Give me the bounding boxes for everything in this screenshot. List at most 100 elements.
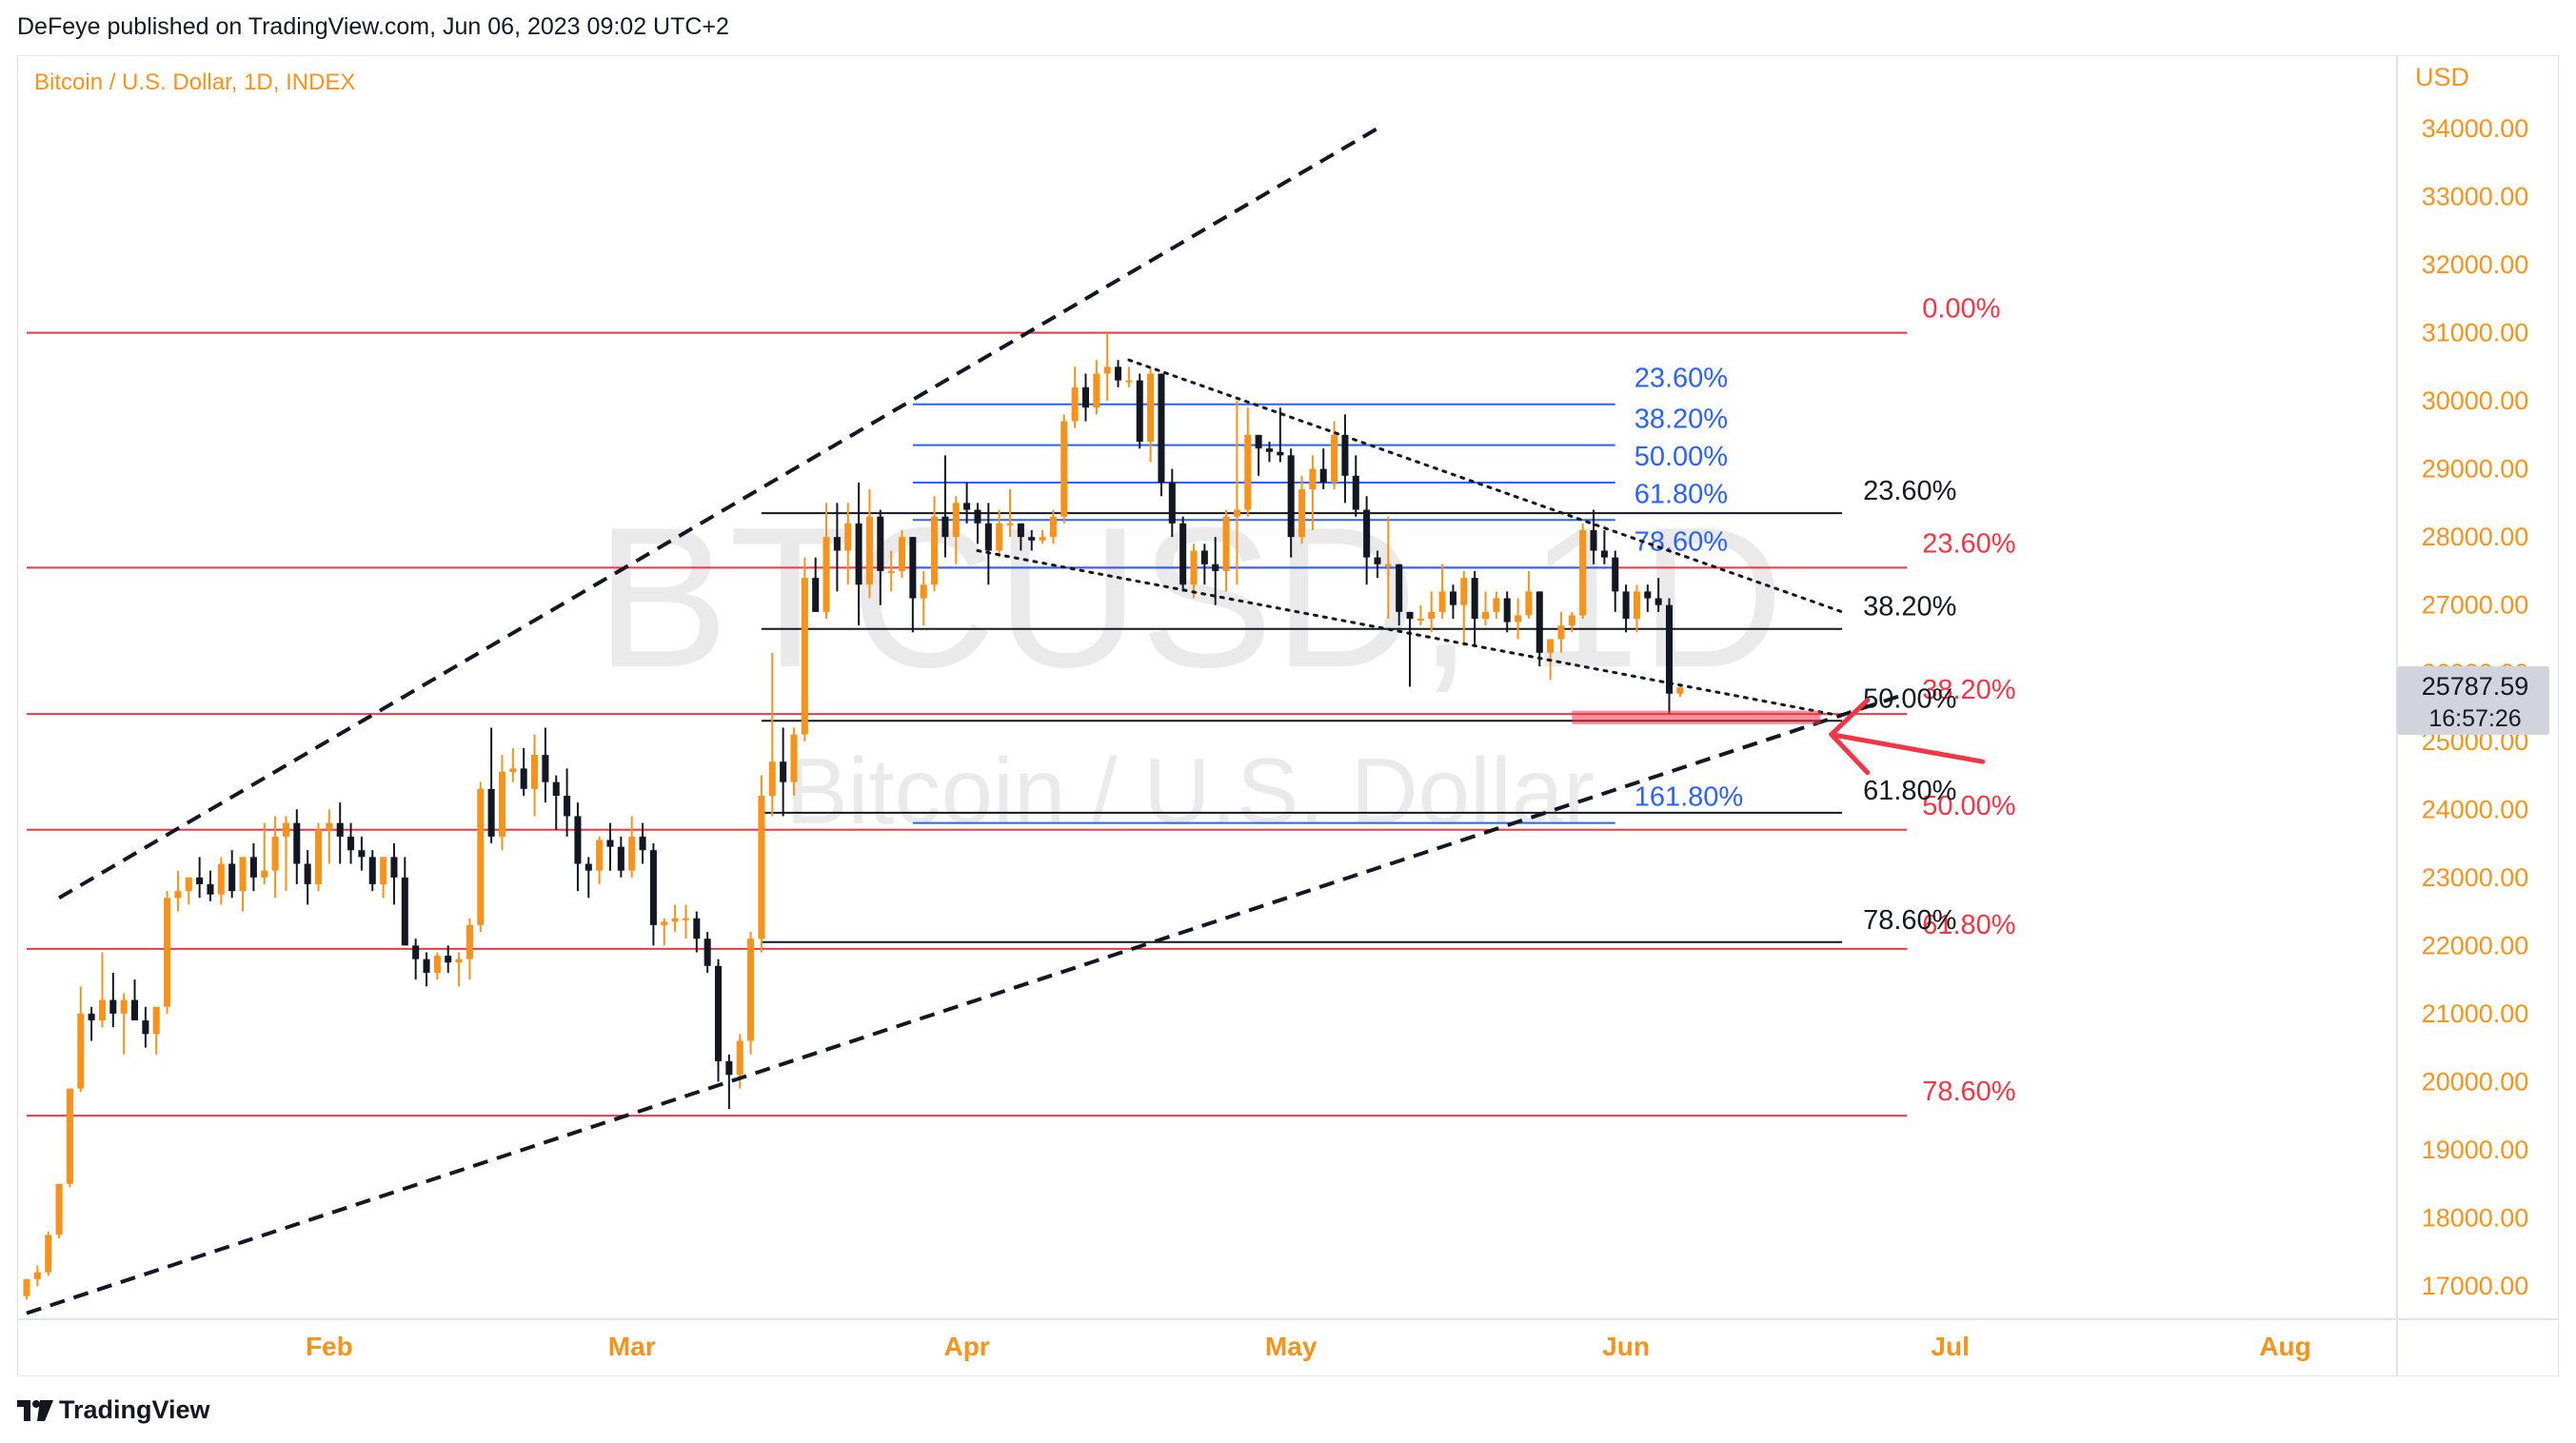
fib-label-blue-3: 61.80% <box>1635 479 1728 509</box>
arrow-head <box>1829 698 1871 776</box>
candle-body-139 <box>1525 591 1533 616</box>
price-tick-2: 19000.00 <box>2422 1136 2529 1164</box>
candle-body-53 <box>596 840 604 871</box>
chart-title: Bitcoin / U.S. Dollar, 1D, INDEX <box>34 69 355 95</box>
fib-label-blue-4: 78.60% <box>1635 526 1728 557</box>
candle-body-112 <box>1233 509 1240 517</box>
candle-body-87 <box>963 503 971 510</box>
candle-body-16 <box>196 877 204 884</box>
candle-body-7 <box>98 999 106 1021</box>
candle-body-32 <box>368 857 376 884</box>
price-tick-0: 17000.00 <box>2422 1272 2529 1300</box>
time-tick-jul: Jul <box>1931 1332 1969 1361</box>
candle-body-97 <box>1071 386 1079 422</box>
price-tick-6: 23000.00 <box>2422 863 2529 892</box>
candle-body-113 <box>1244 434 1252 510</box>
trendlines <box>26 127 1908 1315</box>
price-tick-17: 34000.00 <box>2422 114 2529 143</box>
fib-label-blue-0: 23.60% <box>1635 364 1728 394</box>
candle-body-79 <box>877 516 884 571</box>
time-tick-feb: Feb <box>306 1332 353 1361</box>
time-tick-apr: Apr <box>943 1332 989 1361</box>
candle-body-127 <box>1396 563 1403 612</box>
candle-body-35 <box>401 877 408 946</box>
candle-body-56 <box>628 836 636 871</box>
candle-body-94 <box>1039 537 1046 541</box>
price-tick-14: 31000.00 <box>2422 319 2529 347</box>
candle-body-70 <box>780 761 787 782</box>
candle-body-12 <box>152 1006 160 1035</box>
candle-body-90 <box>996 523 1003 551</box>
candle-body-122 <box>1341 434 1349 476</box>
candle-body-14 <box>174 891 182 899</box>
candle-body-98 <box>1081 386 1090 408</box>
candle-body-147 <box>1612 557 1619 592</box>
trendline-dashed-0 <box>58 127 1378 900</box>
time-tick-may: May <box>1265 1332 1318 1361</box>
candle-body-15 <box>185 877 192 892</box>
candle-body-71 <box>790 734 798 782</box>
price-tick-12: 29000.00 <box>2422 455 2529 484</box>
candle-body-2 <box>45 1235 52 1273</box>
candle-body-110 <box>1212 563 1219 571</box>
candle-body-5 <box>77 1013 85 1089</box>
chart-frame <box>17 55 2559 1376</box>
candle-body-48 <box>542 755 549 782</box>
fib-label-blue-1: 38.20% <box>1635 405 1728 435</box>
candle-body-114 <box>1255 434 1262 449</box>
candle-body-21 <box>249 857 257 878</box>
candle-body-60 <box>671 918 679 922</box>
candle-body-83 <box>920 584 927 599</box>
candle-body-6 <box>88 1013 95 1021</box>
candle-body-8 <box>109 999 117 1014</box>
candle-body-1 <box>33 1272 41 1279</box>
candle-body-105 <box>1158 373 1165 483</box>
candle-body-115 <box>1265 448 1273 452</box>
candle-body-65 <box>725 1060 733 1076</box>
price-tick-4: 21000.00 <box>2422 999 2529 1028</box>
candle-body-135 <box>1481 611 1490 620</box>
price-tick-13: 30000.00 <box>2422 386 2529 415</box>
candle-body-50 <box>564 795 571 817</box>
candle-body-42 <box>477 788 485 925</box>
price-axis[interactable]: 17000.00 18000.00 19000.00 20000.00 21000.00… <box>2422 114 2529 1300</box>
current-price-countdown: 16:57:26 <box>2428 705 2521 732</box>
price-tick-3: 20000.00 <box>2422 1067 2529 1096</box>
candle-body-38 <box>433 956 441 973</box>
price-tick-11: 28000.00 <box>2422 523 2529 551</box>
current-price-tag-bg <box>2397 666 2549 735</box>
candle-body-63 <box>703 939 711 966</box>
candle-body-85 <box>941 516 949 538</box>
price-tick-1: 18000.00 <box>2422 1203 2529 1232</box>
candle-body-11 <box>142 1020 149 1035</box>
time-tick-aug: Aug <box>2259 1332 2310 1361</box>
candle-body-26 <box>304 863 311 884</box>
fib-label-black-4: 78.60% <box>1863 905 1956 936</box>
fib-label-red-4: 61.80% <box>1922 910 2015 940</box>
candle-body-100 <box>1103 366 1111 374</box>
time-tick-mar: Mar <box>608 1332 656 1361</box>
candle-body-17 <box>207 883 214 895</box>
tradingview-logo[interactable]: TradingView <box>17 1395 210 1425</box>
candle-body-150 <box>1644 591 1652 599</box>
price-tick-7: 24000.00 <box>2422 795 2529 823</box>
candle-body-92 <box>1017 523 1024 538</box>
price-tick-15: 32000.00 <box>2422 250 2529 279</box>
candle-body-69 <box>768 761 776 796</box>
candle-body-0 <box>23 1278 30 1296</box>
candle-body-81 <box>898 537 906 571</box>
candle-body-107 <box>1179 523 1187 585</box>
fib-label-black-2: 50.00% <box>1863 683 1956 714</box>
candle-body-148 <box>1622 591 1630 620</box>
candle-body-130 <box>1428 611 1436 620</box>
candle-body-118 <box>1298 489 1306 538</box>
candle-body-29 <box>336 822 344 837</box>
candle-body-62 <box>693 918 701 939</box>
candle-body-45 <box>509 768 517 772</box>
candle-body-20 <box>239 857 247 892</box>
time-axis[interactable]: Feb Mar Apr May Jun Jul Aug <box>306 1332 2311 1361</box>
candle-body-88 <box>974 509 981 524</box>
fib-label-black-0: 23.60% <box>1863 476 1956 506</box>
candle-body-19 <box>228 863 236 892</box>
